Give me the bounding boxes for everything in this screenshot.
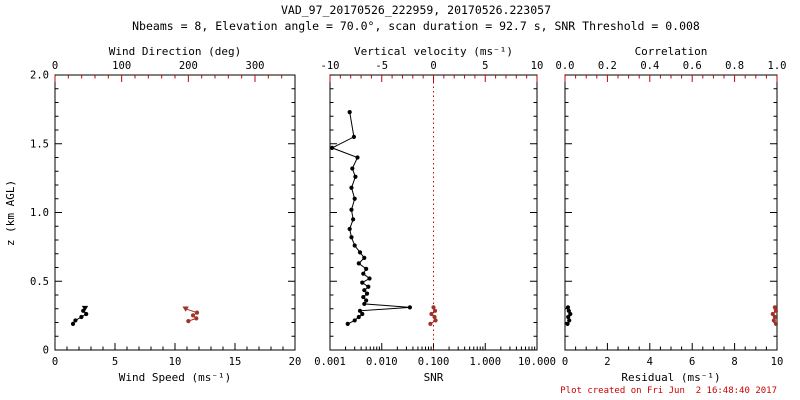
wind-panel-frame <box>54 74 296 351</box>
snr-panel-bottom-axis-title: SNR <box>424 371 444 384</box>
svg-text:5: 5 <box>112 356 118 368</box>
snr-panel-top-axis-title: Vertical velocity (ms⁻¹) <box>354 45 513 58</box>
svg-text:0: 0 <box>52 60 58 72</box>
svg-text:0.6: 0.6 <box>683 60 702 72</box>
snr-profile-series <box>330 110 413 326</box>
svg-text:0: 0 <box>562 356 568 368</box>
wind-panel-bottom-axis-title: Wind Speed (ms⁻¹) <box>119 371 232 384</box>
svg-text:6: 6 <box>689 356 695 368</box>
wind-direction-series <box>182 306 200 324</box>
svg-text:0.5: 0.5 <box>30 276 49 288</box>
wind-panel: 0 5 10 15 20 Wind Speed (ms⁻¹) 0 100 200 300 Wind … <box>30 45 301 384</box>
plot-title: VAD_97_20170526_222959, 20170526.223057 <box>281 3 551 17</box>
plot-subtitle: Nbeams = 8, Elevation angle = 70.0°, sca… <box>132 19 700 33</box>
svg-text:100: 100 <box>112 60 131 72</box>
y-axis-title: z (km AGL) <box>4 180 17 246</box>
svg-text:1.5: 1.5 <box>30 138 49 150</box>
svg-text:4: 4 <box>647 356 653 368</box>
wind-panel-top-axis-title: Wind Direction (deg) <box>109 45 241 58</box>
svg-text:0.0: 0.0 <box>556 60 575 72</box>
residual-panel-frame <box>564 74 778 351</box>
residual-panel-bottom-axis-title: Residual (ms⁻¹) <box>621 371 720 384</box>
svg-text:0.8: 0.8 <box>725 60 744 72</box>
svg-text:2.0: 2.0 <box>30 70 49 82</box>
svg-text:10: 10 <box>169 356 182 368</box>
svg-text:-5: -5 <box>375 60 388 72</box>
svg-text:1.000: 1.000 <box>469 356 501 368</box>
correlation-series <box>770 305 778 326</box>
residual-panel-top-axis-title: Correlation <box>635 45 708 58</box>
wind-speed-series <box>70 305 89 326</box>
residual-series <box>565 305 573 326</box>
svg-text:5: 5 <box>482 60 488 72</box>
svg-text:0.001: 0.001 <box>314 356 346 368</box>
svg-text:0.2: 0.2 <box>598 60 617 72</box>
svg-text:15: 15 <box>229 356 242 368</box>
svg-text:300: 300 <box>246 60 265 72</box>
svg-text:10.000: 10.000 <box>518 356 556 368</box>
svg-text:1.0: 1.0 <box>768 60 787 72</box>
svg-text:-10: -10 <box>321 60 340 72</box>
svg-text:10: 10 <box>771 356 784 368</box>
svg-text:0.4: 0.4 <box>640 60 659 72</box>
svg-text:0: 0 <box>43 345 49 357</box>
snr-panel: 0.001 0.010 0.100 1.000 10.000 SNR -10 -5 0 5 10 Ve… <box>314 45 556 384</box>
svg-text:8: 8 <box>731 356 737 368</box>
svg-text:0.010: 0.010 <box>366 356 398 368</box>
svg-text:10: 10 <box>531 60 544 72</box>
svg-text:20: 20 <box>289 356 302 368</box>
svg-text:1.0: 1.0 <box>30 207 49 219</box>
residual-panel: 0 2 4 6 8 10 Residual (ms⁻¹) 0.0 0.2 0.4 0.6 0.8 1.0… <box>556 45 787 384</box>
plot-footer: Plot created on Fri Jun 2 16:48:40 2017 <box>560 386 777 396</box>
svg-text:200: 200 <box>179 60 198 72</box>
vertical-velocity-series <box>428 305 438 326</box>
svg-text:0: 0 <box>52 356 58 368</box>
svg-text:0.100: 0.100 <box>418 356 450 368</box>
svg-text:0: 0 <box>430 60 436 72</box>
svg-text:2: 2 <box>604 356 610 368</box>
